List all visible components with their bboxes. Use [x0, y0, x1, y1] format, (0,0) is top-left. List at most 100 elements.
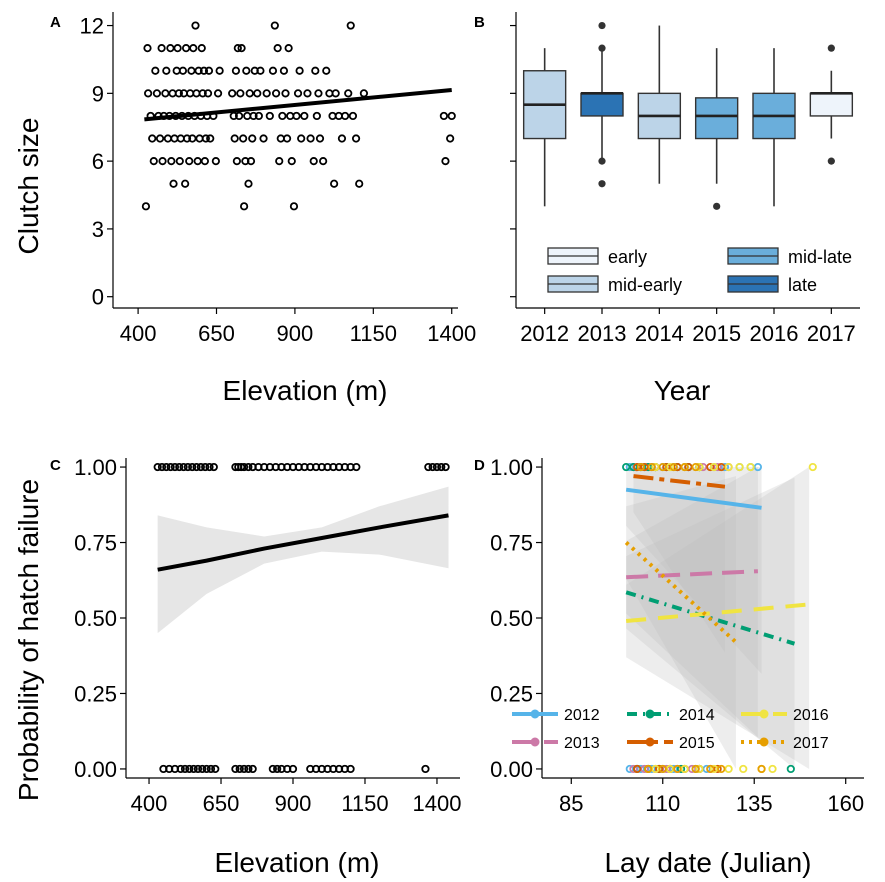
a-data-point	[231, 66, 241, 75]
d-data-point-2015	[654, 764, 664, 774]
b-outlier-point	[827, 157, 835, 165]
c-data-point	[437, 462, 446, 472]
c-data-point	[201, 462, 210, 472]
a-data-point	[194, 66, 203, 75]
a-data-point	[173, 44, 182, 53]
a-data-point	[284, 44, 293, 53]
a-data-point	[239, 134, 248, 143]
a-data-point	[181, 44, 191, 53]
d-data-point-2016	[735, 462, 744, 472]
a-data-point	[300, 111, 309, 121]
d-data-point-2016	[709, 462, 719, 472]
a-data-point	[152, 89, 162, 98]
panel-d-hatch-failure-vs-lay-date: D Lay date (Julian) 0.00 0.25 0.50 0.75 1.00…	[474, 455, 864, 878]
d-data-point-2014	[629, 462, 638, 472]
d-data-point-2016	[768, 764, 777, 774]
d-data-point-2012	[625, 764, 634, 774]
b-x-tick-label: 2012	[520, 321, 569, 346]
c-y-tick-label: 0.25	[74, 681, 117, 706]
a-data-point	[211, 157, 220, 166]
d-data-point-2016	[695, 462, 704, 472]
d-data-point-2017	[673, 764, 682, 774]
panel-a-plot-area: 0 3 6 9 12 400 650 900 1150 1400	[80, 12, 476, 346]
a-data-point	[311, 66, 320, 75]
a-data-point	[309, 157, 318, 166]
a-y-tick-label: 12	[80, 14, 104, 39]
a-data-point	[303, 89, 312, 98]
d-data-point-2016	[746, 462, 755, 472]
a-data-point	[169, 179, 178, 188]
d-y-tick-label: 0.75	[490, 531, 533, 556]
a-data-point	[249, 111, 258, 121]
d-trend-line-2017	[624, 541, 738, 644]
panel-c-xlabel: Elevation (m)	[215, 847, 380, 878]
d-y-tick-label: 0.00	[490, 757, 533, 782]
a-data-point	[331, 89, 340, 98]
a-data-point	[253, 89, 262, 98]
a-data-point	[359, 89, 369, 98]
d-legend: 2012 2014 2016 2013 2015 2017	[512, 707, 829, 752]
a-data-point	[155, 134, 165, 143]
a-data-point	[289, 202, 299, 211]
c-data-point	[244, 764, 253, 774]
d-data-point-2016	[724, 462, 733, 472]
a-x-tick-label: 1400	[427, 321, 476, 346]
panel-c-letter: C	[50, 457, 61, 474]
d-legend-key-point	[530, 709, 540, 719]
b-legend-label: early	[608, 247, 647, 267]
d-legend-label: 2015	[679, 735, 715, 752]
c-y-tick-label: 0.00	[74, 757, 117, 782]
d-data-point-2017	[658, 764, 667, 774]
panel-c-hatch-failure-vs-elevation: C Probability of hatch failure Elevation…	[13, 455, 461, 878]
d-data-point-2014	[644, 462, 653, 472]
a-data-point	[198, 89, 207, 98]
c-data-point	[157, 462, 167, 472]
a-data-point	[270, 21, 279, 30]
d-data-point-2012	[702, 764, 711, 774]
panel-c-plot-area: 0.00 0.25 0.50 0.75 1.00 400 650 900 1150 1400	[74, 455, 461, 816]
a-data-point	[200, 157, 209, 166]
d-data-point-2016	[739, 764, 748, 774]
a-data-point	[242, 66, 251, 75]
a-data-point	[215, 66, 224, 75]
a-data-point	[141, 202, 151, 211]
a-data-point	[233, 44, 242, 53]
d-x-tick-label: 135	[736, 791, 773, 816]
panel-d-letter: D	[474, 457, 485, 474]
a-data-point	[143, 44, 152, 53]
a-data-point	[197, 44, 206, 53]
a-data-point	[144, 89, 153, 98]
d-data-point-2015	[673, 462, 682, 472]
a-data-point	[293, 89, 303, 98]
a-data-point	[175, 157, 184, 166]
a-data-point	[151, 66, 160, 75]
c-data-point	[185, 764, 194, 774]
a-data-point	[282, 134, 292, 143]
d-data-point-2016	[651, 764, 660, 774]
a-data-point	[213, 89, 223, 98]
d-x-tick-label: 110	[645, 791, 680, 816]
d-data-point-2014	[622, 462, 631, 472]
c-data-point	[180, 764, 190, 774]
panel-a-clutch-vs-elevation: A Clutch size Elevation (m) 0 3 6 9 12 400 650…	[13, 12, 476, 406]
d-data-point-2012	[647, 764, 656, 774]
d-data-point-2015	[713, 764, 722, 774]
c-data-point	[192, 462, 201, 472]
a-data-point	[315, 134, 325, 143]
d-legend-key-point	[645, 709, 655, 719]
a-data-point	[162, 66, 171, 75]
a-x-tick-label: 400	[120, 321, 157, 346]
d-x-tick-label: 85	[559, 791, 583, 816]
d-y-tick-label: 0.50	[490, 606, 533, 631]
c-data-point	[239, 462, 249, 472]
d-data-point-2017	[658, 462, 667, 472]
d-data-point-2012	[625, 462, 634, 472]
a-data-point	[232, 157, 241, 166]
c-x-tick-label: 900	[275, 791, 312, 816]
b-x-tick-label: 2016	[750, 321, 799, 346]
a-data-point	[148, 134, 157, 143]
a-data-point	[191, 21, 200, 30]
a-data-point	[337, 134, 347, 143]
